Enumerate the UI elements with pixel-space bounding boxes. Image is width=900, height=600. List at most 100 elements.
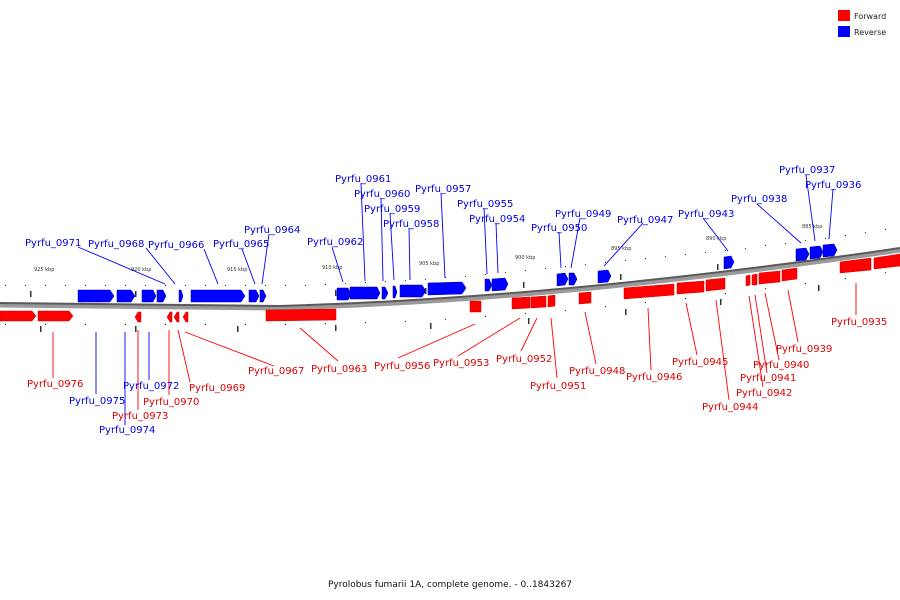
gene-Pyrfu_0936[interactable] <box>822 243 838 258</box>
gene-label[interactable]: Pyrfu_0935 <box>831 317 887 328</box>
gene-Pyrfu_0954[interactable] <box>491 277 509 292</box>
gene-Pyrfu_0938[interactable] <box>795 247 810 262</box>
scale-labels: 925 kbp 920 kbp 915 kbp 910 kbp 905 kbp … <box>34 224 822 273</box>
gene-Pyrfu_0937[interactable] <box>809 245 824 260</box>
gene-Pyrfu_0950[interactable] <box>556 272 569 287</box>
gene-label[interactable]: Pyrfu_0945 <box>672 357 728 368</box>
gene-Pyrfu_0935[interactable] <box>839 257 872 274</box>
gene-Pyrfu_0965[interactable] <box>248 289 260 303</box>
gene-Pyrfu_0967[interactable] <box>265 308 337 322</box>
gene-label[interactable]: Pyrfu_0965 <box>213 239 269 250</box>
scale-label: 900 kbp <box>515 255 535 261</box>
gene-Pyrfu_0946[interactable] <box>623 283 675 300</box>
gene-Pyrfu_0953[interactable] <box>511 296 531 310</box>
gene-Pyrfu_0969[interactable] <box>182 311 189 323</box>
gene-Pyrfu_0952[interactable] <box>530 295 547 309</box>
gene-label[interactable]: Pyrfu_0970 <box>143 397 199 408</box>
gene-label[interactable]: Pyrfu_0955 <box>457 199 513 210</box>
legend: Forward Reverse <box>838 10 886 37</box>
gene-features <box>0 243 900 323</box>
gene-label[interactable]: Pyrfu_0950 <box>531 223 587 234</box>
gene-label[interactable]: Pyrfu_0972 <box>123 381 179 392</box>
gene-Pyrfu_0969b[interactable] <box>173 311 180 323</box>
gene-Pyrfu_0966[interactable] <box>190 289 246 303</box>
gene-Pyrfu_0955[interactable] <box>484 278 493 292</box>
gene-Pyrfu_0976[interactable] <box>0 310 37 322</box>
gene-label[interactable]: Pyrfu_0974 <box>99 425 155 436</box>
gene-label[interactable]: Pyrfu_0956 <box>374 361 430 372</box>
gene-label[interactable]: Pyrfu_0940 <box>753 360 809 371</box>
gene-label[interactable]: Pyrfu_0968 <box>88 239 144 250</box>
gene-label[interactable]: Pyrfu_0958 <box>383 219 439 230</box>
gene-Pyrfu_0958[interactable] <box>399 284 427 298</box>
gene-label[interactable]: Pyrfu_0936 <box>805 180 861 191</box>
gene-Pyrfu_0934[interactable] <box>873 253 900 270</box>
gene-label[interactable]: Pyrfu_0951 <box>530 381 586 392</box>
gene-label[interactable]: Pyrfu_0973 <box>112 411 168 422</box>
gene-Pyrfu_0944[interactable] <box>705 277 726 292</box>
gene-label[interactable]: Pyrfu_0946 <box>626 372 682 383</box>
gene-Pyrfu_0966b[interactable] <box>178 289 184 303</box>
gene-Pyrfu_0964[interactable] <box>259 289 267 303</box>
gene-Pyrfu_0941[interactable] <box>751 273 758 286</box>
gene-Pyrfu_0948[interactable] <box>578 291 592 305</box>
gene-Pyrfu_0975[interactable] <box>77 289 115 303</box>
gene-Pyrfu_0942[interactable] <box>745 274 751 287</box>
gene-Pyrfu_0949[interactable] <box>568 272 578 286</box>
gene-Pyrfu_0961[interactable] <box>349 286 381 300</box>
leader-lines <box>52 174 857 425</box>
scale-label: 895 kbp <box>611 246 631 252</box>
gene-Pyrfu_0945[interactable] <box>676 280 705 295</box>
gene-label[interactable]: Pyrfu_0960 <box>354 189 410 200</box>
genome-backbone <box>0 247 900 308</box>
gene-Pyrfu_0956[interactable] <box>469 300 482 313</box>
gene-label[interactable]: Pyrfu_0948 <box>569 366 625 377</box>
gene-label[interactable]: Pyrfu_0966 <box>148 240 204 251</box>
gene-labels: Pyrfu_0971 Pyrfu_0968 Pyrfu_0966 Pyrfu_0… <box>25 165 887 436</box>
gene-Pyrfu_0959[interactable] <box>392 285 398 299</box>
legend-forward-swatch <box>838 10 850 21</box>
gene-label[interactable]: Pyrfu_0947 <box>617 215 673 226</box>
gene-Pyrfu_0939[interactable] <box>781 267 798 282</box>
gene-Pyrfu_0972[interactable] <box>116 289 136 303</box>
gene-Pyrfu_0947[interactable] <box>597 269 612 284</box>
gene-Pyrfu_0968[interactable] <box>156 289 167 303</box>
scale-label: 905 kbp <box>419 261 439 267</box>
gene-label[interactable]: Pyrfu_0942 <box>736 388 792 399</box>
gene-Pyrfu_0951[interactable] <box>547 294 556 308</box>
gene-label[interactable]: Pyrfu_0971 <box>25 238 81 249</box>
gene-label[interactable]: Pyrfu_0959 <box>364 204 420 215</box>
gene-label[interactable]: Pyrfu_0964 <box>244 225 300 236</box>
gene-Pyrfu_0976b[interactable] <box>37 310 74 322</box>
gene-label[interactable]: Pyrfu_0961 <box>335 174 391 185</box>
gene-Pyrfu_0940[interactable] <box>758 270 781 285</box>
gene-label[interactable]: Pyrfu_0976 <box>27 379 83 390</box>
gene-Pyrfu_0957[interactable] <box>427 281 467 296</box>
gene-Pyrfu_0960[interactable] <box>381 286 389 300</box>
gene-label[interactable]: Pyrfu_0954 <box>469 214 525 225</box>
gene-Pyrfu_0970[interactable] <box>166 311 173 323</box>
gene-label[interactable]: Pyrfu_0962 <box>307 237 363 248</box>
legend-reverse-swatch <box>838 26 850 37</box>
gene-Pyrfu_0971[interactable] <box>141 289 157 303</box>
gene-label[interactable]: Pyrfu_0938 <box>731 194 787 205</box>
gene-label[interactable]: Pyrfu_0944 <box>702 402 758 413</box>
gene-Pyrfu_0973[interactable] <box>134 311 142 323</box>
gene-label[interactable]: Pyrfu_0957 <box>415 184 471 195</box>
gene-label[interactable]: Pyrfu_0941 <box>740 373 796 384</box>
gene-label[interactable]: Pyrfu_0953 <box>433 358 489 369</box>
gene-label[interactable]: Pyrfu_0949 <box>555 209 611 220</box>
gene-Pyrfu_0943[interactable] <box>723 255 735 270</box>
gene-label[interactable]: Pyrfu_0975 <box>69 396 125 407</box>
gene-label[interactable]: Pyrfu_0967 <box>248 366 304 377</box>
gene-label[interactable]: Pyrfu_0937 <box>779 165 835 176</box>
gene-label[interactable]: Pyrfu_0952 <box>496 354 552 365</box>
figure-caption: Pyrolobus fumarii 1A, complete genome. -… <box>328 580 572 590</box>
gene-label[interactable]: Pyrfu_0939 <box>776 344 832 355</box>
gene-Pyrfu_0962[interactable] <box>336 287 352 301</box>
gene-label[interactable]: Pyrfu_0969 <box>189 383 245 394</box>
gene-label[interactable]: Pyrfu_0963 <box>311 364 367 375</box>
gene-label[interactable]: Pyrfu_0943 <box>678 209 734 220</box>
